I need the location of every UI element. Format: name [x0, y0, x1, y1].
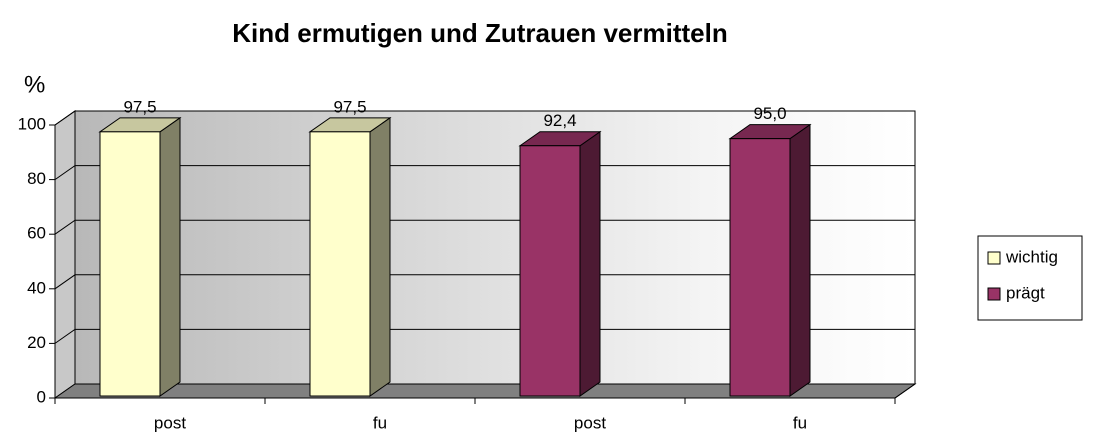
bar-side [579, 130, 601, 397]
y-tick-label: 80 [27, 169, 46, 188]
bar-side [369, 116, 391, 397]
legend-box [977, 235, 1083, 321]
bar [519, 145, 581, 397]
legend-label: prägt [1006, 283, 1045, 302]
data-label: 92,4 [543, 111, 576, 130]
legend-swatch [987, 251, 1001, 265]
y-axis-label: % [24, 71, 45, 98]
side-wall [54, 110, 76, 399]
x-tick-label: fu [793, 413, 807, 432]
data-label: 97,5 [333, 97, 366, 116]
chart-title: Kind ermutigen und Zutrauen vermitteln [232, 18, 727, 48]
y-tick-label: 100 [18, 114, 46, 133]
grid-line [54, 110, 915, 126]
data-label: 97,5 [123, 97, 156, 116]
y-tick-label: 60 [27, 224, 46, 243]
bar [309, 131, 371, 397]
y-tick-label: 20 [27, 333, 46, 352]
x-tick-label: post [154, 413, 186, 432]
grid-line [54, 165, 915, 181]
bar-side [159, 116, 181, 397]
bar [99, 131, 161, 397]
x-tick-label: fu [373, 413, 387, 432]
bar-side [789, 123, 811, 397]
grid-line [54, 219, 915, 235]
y-tick-label: 40 [27, 278, 46, 297]
y-tick-label: 0 [37, 387, 46, 406]
legend-label: wichtig [1005, 247, 1058, 266]
grid-line [54, 328, 915, 344]
legend [977, 235, 1083, 321]
grid-line [54, 274, 915, 290]
legend-swatch [987, 287, 1001, 301]
bar [729, 138, 791, 397]
x-tick-label: post [574, 413, 606, 432]
data-label: 95,0 [753, 104, 786, 123]
